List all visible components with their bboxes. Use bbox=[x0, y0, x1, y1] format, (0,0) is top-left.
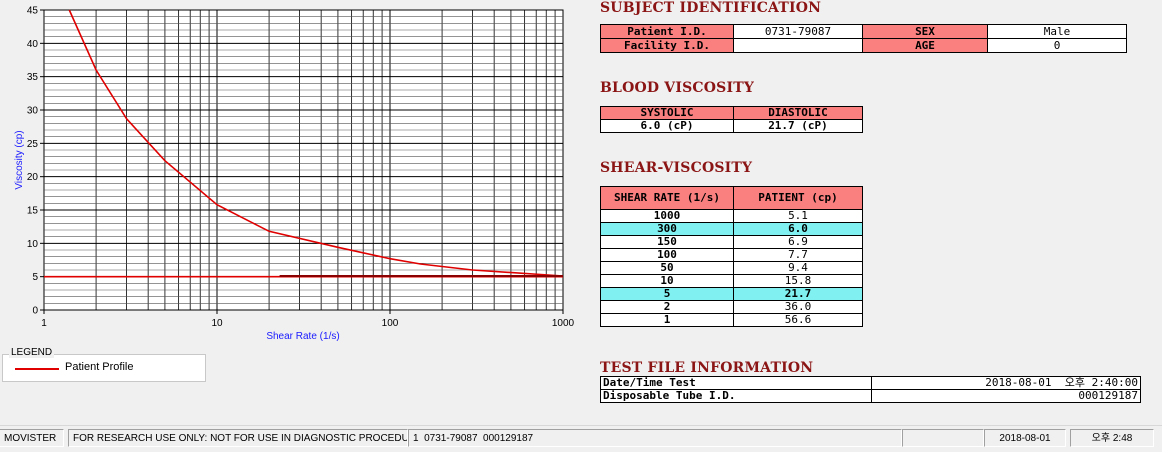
x-tick-label: 10 bbox=[211, 318, 223, 329]
table-row: 1000 5.1 bbox=[600, 209, 863, 223]
tube-id-label: Disposable Tube I.D. bbox=[600, 389, 872, 403]
status-info: 1 0731-79087 000129187 bbox=[408, 429, 902, 447]
table-row-highlighted: 300 6.0 bbox=[600, 222, 863, 236]
test-file-information-title: TEST FILE INFORMATION bbox=[600, 360, 814, 376]
facility-id-value bbox=[733, 38, 863, 53]
y-tick-label: 15 bbox=[27, 206, 39, 217]
shear-rate-cell: 2 bbox=[600, 300, 734, 314]
legend-title: LEGEND bbox=[9, 347, 55, 358]
datetime-label: Date/Time Test bbox=[600, 376, 872, 390]
y-tick-label: 25 bbox=[27, 139, 39, 150]
table-row-highlighted: 5 21.7 bbox=[600, 287, 863, 301]
series-line-patient-profile bbox=[68, 9, 564, 277]
table-row: 50 9.4 bbox=[600, 261, 863, 275]
y-tick-label: 40 bbox=[27, 39, 39, 50]
y-tick-label: 5 bbox=[32, 272, 38, 283]
table-row: 150 6.9 bbox=[600, 235, 863, 249]
shear-viscosity-table: SHEAR RATE (1/s) PATIENT (cp) 1000 5.1 3… bbox=[600, 186, 863, 327]
patient-id-label: Patient I.D. bbox=[600, 24, 734, 39]
legend-swatch-patient-profile bbox=[15, 368, 59, 370]
y-tick-label: 0 bbox=[32, 306, 38, 317]
patient-value-cell: 36.0 bbox=[733, 300, 863, 314]
diastolic-value: 21.7 (cP) bbox=[733, 119, 863, 133]
status-notice: FOR RESEARCH USE ONLY: NOT FOR USE IN DI… bbox=[68, 429, 408, 447]
patient-value-cell: 6.0 bbox=[733, 222, 863, 236]
patient-value-cell: 56.6 bbox=[733, 313, 863, 327]
y-tick-label: 30 bbox=[27, 106, 39, 117]
x-tick-label: 1 bbox=[41, 318, 47, 329]
blood-viscosity-title: BLOOD VISCOSITY bbox=[600, 80, 755, 96]
shear-rate-cell: 10 bbox=[600, 274, 734, 288]
x-tick-label: 100 bbox=[382, 318, 399, 329]
viscosity-chart: 0 5 10 15 20 25 30 35 40 45 1 10 100 1000 Shear Rate … bbox=[0, 0, 590, 342]
patient-value-cell: 7.7 bbox=[733, 248, 863, 262]
shear-viscosity-title: SHEAR-VISCOSITY bbox=[600, 160, 753, 176]
plot-area bbox=[43, 9, 564, 311]
status-date: 2018-08-01 bbox=[984, 429, 1066, 447]
age-value: 0 bbox=[987, 38, 1127, 53]
patient-id-value: 0731-79087 bbox=[733, 24, 863, 39]
legend-box: LEGEND Patient Profile bbox=[2, 347, 206, 382]
diastolic-label: DIASTOLIC bbox=[733, 106, 863, 120]
systolic-label: SYSTOLIC bbox=[600, 106, 734, 120]
chart-svg: 0 5 10 15 20 25 30 35 40 45 1 10 100 1000 Shear Rate … bbox=[14, 6, 575, 343]
shear-rate-cell: 50 bbox=[600, 261, 734, 275]
shear-rate-cell: 1 bbox=[600, 313, 734, 327]
shear-rate-header: SHEAR RATE (1/s) bbox=[600, 186, 734, 210]
patient-value-cell: 5.1 bbox=[733, 209, 863, 223]
facility-id-label: Facility I.D. bbox=[600, 38, 734, 53]
blood-viscosity-table: SYSTOLIC DIASTOLIC 6.0 (cP) 21.7 (cP) bbox=[600, 106, 863, 133]
shear-rate-cell: 150 bbox=[600, 235, 734, 249]
y-tick-label: 20 bbox=[27, 172, 39, 183]
table-row: 1 56.6 bbox=[600, 313, 863, 327]
x-tick-label: 1000 bbox=[552, 318, 575, 329]
status-bar: MOVISTER FOR RESEARCH USE ONLY: NOT FOR … bbox=[0, 425, 1162, 452]
patient-value-cell: 6.9 bbox=[733, 235, 863, 249]
y-tick-label: 10 bbox=[27, 239, 39, 250]
age-label: AGE bbox=[862, 38, 988, 53]
y-tick-label: 45 bbox=[27, 6, 39, 17]
test-file-table: Date/Time Test 2018-08-01 오후 2:40:00 Dis… bbox=[600, 376, 1141, 403]
tube-id-value: 000129187 bbox=[871, 389, 1141, 403]
patient-value-cell: 9.4 bbox=[733, 261, 863, 275]
table-row: 10 15.8 bbox=[600, 274, 863, 288]
datetime-value: 2018-08-01 오후 2:40:00 bbox=[871, 376, 1141, 390]
legend-label-patient-profile: Patient Profile bbox=[65, 361, 134, 373]
subject-table: Patient I.D. 0731-79087 SEX Male Facilit… bbox=[600, 24, 1127, 53]
shear-rate-cell: 100 bbox=[600, 248, 734, 262]
systolic-value: 6.0 (cP) bbox=[600, 119, 734, 133]
shear-rate-cell: 300 bbox=[600, 222, 734, 236]
sex-value: Male bbox=[987, 24, 1127, 39]
status-empty-pane bbox=[902, 429, 984, 447]
table-row: 100 7.7 bbox=[600, 248, 863, 262]
table-row: 2 36.0 bbox=[600, 300, 863, 314]
x-axis-title: Shear Rate (1/s) bbox=[266, 331, 339, 342]
shear-rate-cell: 5 bbox=[600, 287, 734, 301]
y-axis-title: Viscosity (cp) bbox=[14, 130, 25, 189]
sex-label: SEX bbox=[862, 24, 988, 39]
status-time: 오후 2:48 bbox=[1070, 429, 1154, 447]
shear-rate-cell: 1000 bbox=[600, 209, 734, 223]
subject-identification-title: SUBJECT IDENTIFICATION bbox=[600, 0, 822, 16]
patient-value-cell: 21.7 bbox=[733, 287, 863, 301]
y-tick-label: 35 bbox=[27, 72, 39, 83]
patient-value-cell: 15.8 bbox=[733, 274, 863, 288]
patient-cp-header: PATIENT (cp) bbox=[733, 186, 863, 210]
status-app-name: MOVISTER bbox=[0, 429, 64, 447]
